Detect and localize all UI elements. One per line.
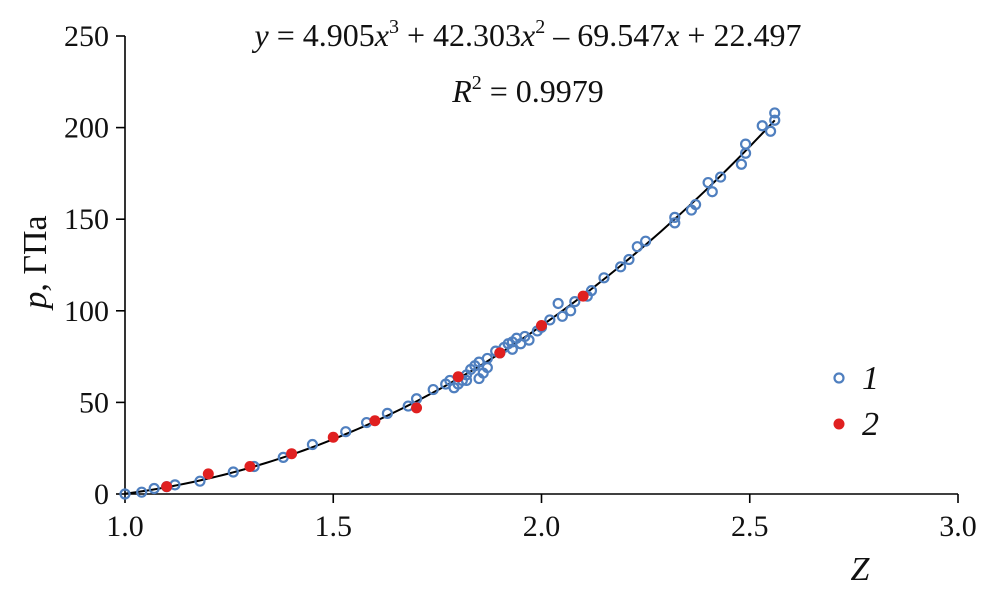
- data-point-series-1: [569, 296, 581, 308]
- data-point-series-1: [769, 107, 781, 119]
- data-point-series-1: [615, 261, 627, 273]
- data-point-series-1: [136, 486, 148, 498]
- data-point-series-1: [739, 138, 752, 150]
- data-point-series-1: [585, 285, 598, 297]
- data-point-series-1: [690, 198, 702, 211]
- data-point-series-1: [552, 297, 564, 310]
- data-point-series-1: [714, 171, 727, 183]
- data-point-series-2: [494, 347, 506, 359]
- data-point-series-1: [381, 407, 393, 419]
- data-point-series-2: [411, 402, 423, 414]
- data-point-series-1: [119, 488, 131, 500]
- data-point-series-1: [194, 475, 206, 487]
- data-point-series-1: [598, 272, 610, 284]
- data-point-series-1: [640, 235, 652, 247]
- data-point-series-1: [706, 186, 718, 198]
- data-point-series-1: [148, 482, 160, 495]
- data-point-series-1: [623, 253, 635, 266]
- x-tick-label: 3.0: [939, 510, 977, 543]
- y-tick-label: 50: [79, 386, 109, 419]
- data-point-series-1: [756, 120, 768, 132]
- data-point-series-1: [769, 114, 781, 126]
- data-point-series-2: [536, 319, 547, 331]
- data-point-series-1: [702, 176, 714, 189]
- data-point-series-2: [161, 481, 173, 493]
- r-squared: R2 = 0.9979: [451, 72, 604, 109]
- data-point-series-1: [669, 211, 681, 223]
- y-tick-label: 100: [64, 295, 109, 328]
- y-axis-title: p, ГПа: [17, 215, 54, 310]
- data-point-series-2: [286, 448, 298, 460]
- data-point-series-1: [523, 334, 535, 346]
- x-tick-label: 1.0: [106, 510, 144, 543]
- legend-marker-series-2: [833, 418, 845, 430]
- data-point-series-2: [244, 461, 256, 473]
- x-tick-label: 2.5: [731, 510, 769, 543]
- fit-equation: y = 4.905x3 + 42.303x2 – 69.547x + 22.49…: [252, 16, 802, 53]
- legend-marker-series-1: [833, 372, 845, 384]
- y-tick-label: 150: [64, 203, 109, 236]
- data-point-series-1: [506, 343, 518, 355]
- y-tick-label: 0: [94, 478, 109, 511]
- y-tick-label: 200: [64, 112, 109, 145]
- data-point-series-1: [764, 125, 777, 137]
- data-point-series-1: [227, 466, 239, 478]
- legend-label-series-1: 1: [862, 360, 879, 397]
- y-tick-label: 250: [64, 20, 109, 53]
- data-point-series-1: [669, 217, 681, 229]
- data-point-series-1: [735, 158, 748, 170]
- data-point-series-1: [481, 361, 493, 374]
- legend-label-series-2: 2: [862, 406, 879, 443]
- legend: 1 2: [833, 360, 879, 443]
- data-point-series-1: [427, 383, 439, 396]
- data-point-series-1: [631, 241, 643, 253]
- data-point-series-1: [565, 305, 577, 317]
- x-axis-title: Z: [851, 551, 871, 588]
- data-point-series-2: [369, 415, 381, 427]
- data-point-series-1: [544, 314, 556, 326]
- data-point-series-1: [306, 438, 319, 451]
- plot-area: 0 50 100 150 200 250 1.0 1.5 2.0 2.5 3.0: [64, 20, 977, 543]
- fit-curve: [124, 119, 776, 495]
- data-point-series-2: [577, 290, 589, 302]
- data-point-series-1: [556, 310, 568, 322]
- data-point-series-2: [202, 468, 214, 480]
- x-tick-label: 1.5: [315, 510, 353, 543]
- data-point-series-1: [340, 426, 352, 438]
- x-tick-label: 2.0: [523, 510, 561, 543]
- data-point-series-2: [327, 431, 339, 443]
- data-point-series-2: [452, 371, 464, 383]
